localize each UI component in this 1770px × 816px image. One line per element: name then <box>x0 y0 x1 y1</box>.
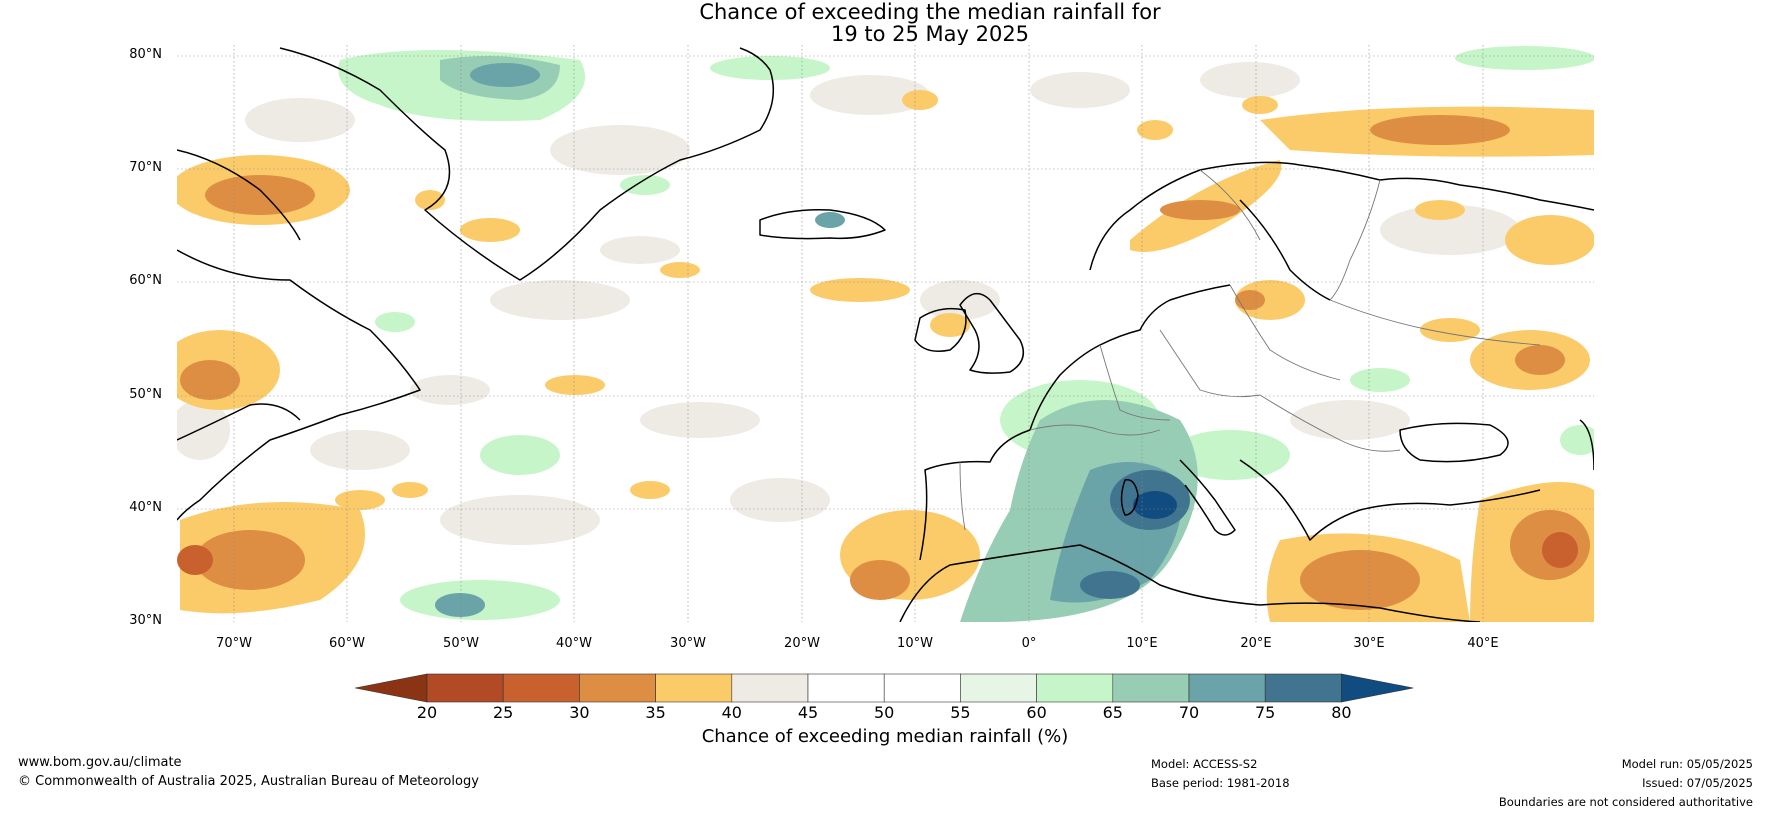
lon-label-0: 0° <box>1021 636 1037 651</box>
colorbar-tick-label: 45 <box>797 703 819 722</box>
colorbar-segment <box>1188 673 1266 703</box>
colorbar-tick-label: 25 <box>493 703 514 722</box>
colorbar-segment <box>883 673 961 703</box>
colorbar-tick-label: 70 <box>1178 703 1200 722</box>
footer-issued: Issued: 07/05/2025 <box>1642 776 1753 790</box>
graticule <box>177 45 1594 622</box>
lon-label-10w: 10°W <box>897 636 933 651</box>
colorbar-tick-label: 60 <box>1026 703 1047 722</box>
colorbar-segment <box>807 673 885 703</box>
colorbar-label: Chance of exceeding median rainfall (%) <box>701 726 1069 747</box>
colorbar <box>354 673 1414 703</box>
map-title-line-1: Chance of exceeding the median rainfall … <box>699 0 1161 24</box>
colorbar-segment <box>1264 673 1342 703</box>
colorbar-tick-label: 35 <box>645 703 666 722</box>
footer-copyright: © Commonwealth of Australia 2025, Austra… <box>18 774 479 789</box>
colorbar-tick-label: 40 <box>721 703 742 722</box>
probability-fill-below-40 <box>177 90 1594 622</box>
footer-model-run: Model run: 05/05/2025 <box>1621 757 1753 771</box>
map-plot-area <box>177 45 1594 622</box>
colorbar-tick-label: 80 <box>1331 703 1352 722</box>
lon-label-20e: 20°E <box>1240 636 1272 651</box>
colorbar-segment <box>655 673 733 703</box>
lat-label-60n: 60°N <box>129 273 162 288</box>
colorbar-extend-high <box>1341 673 1414 703</box>
footer-url: www.bom.gov.au/climate <box>18 755 182 770</box>
probability-fill-45-50 <box>177 62 1520 545</box>
colorbar-segment <box>426 673 504 703</box>
lon-label-30e: 30°E <box>1353 636 1385 651</box>
lon-label-30w: 30°W <box>670 636 706 651</box>
lat-label-80n: 80°N <box>129 47 162 62</box>
lat-label-70n: 70°N <box>129 160 162 175</box>
colorbar-tick-label: 75 <box>1255 703 1276 722</box>
map-title-line-2: 19 to 25 May 2025 <box>830 22 1030 46</box>
lon-label-40e: 40°E <box>1467 636 1499 651</box>
colorbar-segment <box>579 673 656 703</box>
colorbar-segment <box>502 673 580 703</box>
lon-label-70w: 70°W <box>216 636 252 651</box>
colorbar-tick-label: 65 <box>1102 703 1123 722</box>
colorbar-tick-label: 30 <box>569 703 590 722</box>
lon-label-20w: 20°W <box>784 636 820 651</box>
lon-label-40w: 40°W <box>556 636 592 651</box>
colorbar-segment <box>960 673 1037 703</box>
lon-label-60w: 60°W <box>329 636 365 651</box>
colorbar-tick-label: 50 <box>874 703 895 722</box>
footer-model: Model: ACCESS-S2 <box>1151 757 1258 771</box>
probability-fill-65-80 <box>435 56 1198 622</box>
footer-base-period: Base period: 1981-2018 <box>1151 776 1290 790</box>
lat-label-40n: 40°N <box>129 500 162 515</box>
lat-label-30n: 30°N <box>129 613 162 628</box>
colorbar-tick-label: 20 <box>416 703 438 722</box>
colorbar-tick-label: 55 <box>950 703 971 722</box>
coastlines <box>177 47 1594 622</box>
lon-label-50w: 50°W <box>443 636 479 651</box>
colorbar-extend-low <box>354 673 428 703</box>
colorbar-segment <box>1036 673 1114 703</box>
country-borders <box>959 169 1541 531</box>
colorbar-segment <box>1112 673 1190 703</box>
footer-disclaimer: Boundaries are not considered authoritat… <box>1498 795 1753 809</box>
lon-label-10e: 10°E <box>1126 636 1158 651</box>
colorbar-segment <box>731 673 809 703</box>
lat-label-50n: 50°N <box>129 387 162 402</box>
